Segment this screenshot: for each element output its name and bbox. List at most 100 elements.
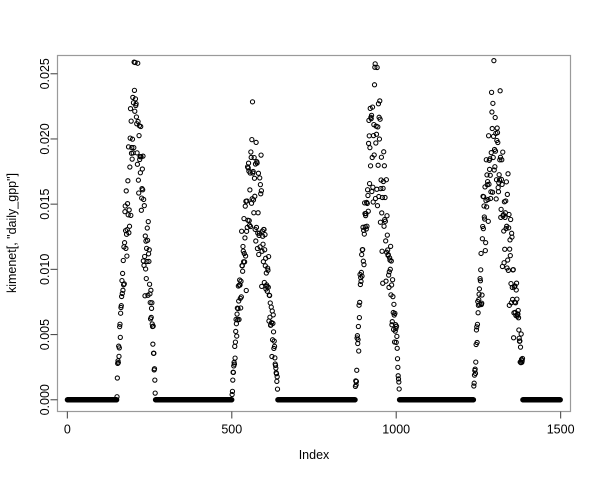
- data-point: [240, 268, 246, 274]
- data-point: [376, 136, 383, 142]
- data-point: [132, 96, 139, 102]
- data-point: [138, 207, 144, 213]
- data-point: [272, 355, 278, 361]
- data-point: [128, 212, 134, 218]
- data-point: [506, 225, 512, 231]
- data-point: [254, 160, 260, 166]
- data-point: [488, 89, 495, 96]
- data-point: [480, 226, 486, 232]
- data-point: [126, 230, 132, 236]
- data-point: [129, 136, 136, 142]
- data-point: [230, 369, 237, 376]
- data-point: [257, 244, 263, 250]
- data-point: [355, 323, 362, 330]
- data-point: [488, 150, 494, 156]
- data-point: [508, 216, 514, 223]
- data-point: [379, 194, 386, 201]
- data-point: [365, 192, 371, 199]
- data-point: [142, 293, 148, 299]
- data-point: [117, 324, 123, 330]
- data-point: [241, 259, 248, 265]
- data-point: [487, 195, 494, 202]
- data-point: [150, 341, 156, 347]
- data-point: [495, 139, 501, 146]
- data-point: [238, 305, 244, 311]
- data-point: [494, 129, 501, 136]
- data-point: [143, 245, 150, 251]
- data-point: [557, 397, 563, 403]
- data-point: [371, 82, 378, 88]
- data-point: [364, 200, 370, 207]
- data-point: [498, 176, 505, 183]
- data-point: [383, 238, 389, 244]
- data-point: [237, 277, 243, 283]
- data-point: [489, 109, 495, 115]
- data-point: [258, 152, 264, 158]
- data-point: [238, 294, 244, 300]
- data-point: [137, 156, 143, 163]
- data-point: [495, 189, 502, 195]
- data-point: [381, 163, 387, 169]
- data-point: [387, 243, 394, 249]
- data-point-group: [64, 58, 563, 403]
- data-point: [116, 345, 122, 351]
- data-point: [357, 281, 363, 288]
- data-point: [375, 162, 381, 168]
- data-point: [139, 166, 145, 172]
- data-point: [135, 60, 141, 66]
- data-point: [473, 359, 479, 365]
- data-point: [394, 333, 400, 340]
- data-point: [248, 149, 254, 155]
- data-point: [356, 314, 363, 321]
- data-point: [261, 226, 267, 233]
- x-tick-label: 1000: [382, 423, 410, 437]
- data-point: [125, 178, 131, 184]
- data-point: [392, 328, 398, 334]
- data-point: [125, 212, 131, 218]
- data-point: [485, 133, 492, 139]
- data-point: [364, 223, 370, 229]
- data-point: [496, 172, 502, 178]
- data-point: [144, 258, 150, 265]
- data-point: [381, 149, 387, 155]
- data-point: [142, 253, 148, 260]
- data-point: [134, 161, 141, 167]
- y-tick-label: 0.005: [38, 319, 52, 350]
- data-point: [118, 303, 124, 309]
- data-point: [379, 210, 385, 216]
- data-point: [503, 198, 509, 204]
- data-point: [384, 213, 390, 219]
- data-point: [513, 287, 519, 293]
- data-point: [360, 258, 366, 264]
- data-point: [365, 208, 371, 214]
- data-point: [251, 175, 258, 181]
- data-point: [119, 293, 125, 300]
- data-point: [119, 290, 125, 297]
- data-point: [503, 225, 509, 232]
- data-point: [356, 302, 362, 308]
- data-point: [143, 275, 149, 282]
- data-point: [516, 335, 522, 341]
- data-point: [386, 269, 392, 275]
- data-point: [392, 310, 398, 316]
- data-point: [482, 248, 488, 254]
- data-point: [120, 257, 126, 264]
- data-point: [471, 380, 477, 386]
- data-point: [114, 375, 120, 381]
- data-point: [486, 181, 492, 187]
- data-point: [360, 247, 366, 253]
- data-point: [474, 339, 480, 346]
- data-point: [476, 296, 482, 303]
- data-point: [514, 296, 520, 302]
- data-point: [255, 170, 262, 176]
- data-point: [388, 282, 395, 288]
- data-point: [132, 108, 138, 114]
- data-point: [474, 324, 480, 330]
- data-point: [151, 350, 157, 356]
- data-point: [229, 391, 235, 398]
- data-point: [505, 257, 511, 263]
- data-point: [509, 284, 515, 291]
- data-point: [234, 311, 240, 317]
- data-point: [145, 218, 151, 225]
